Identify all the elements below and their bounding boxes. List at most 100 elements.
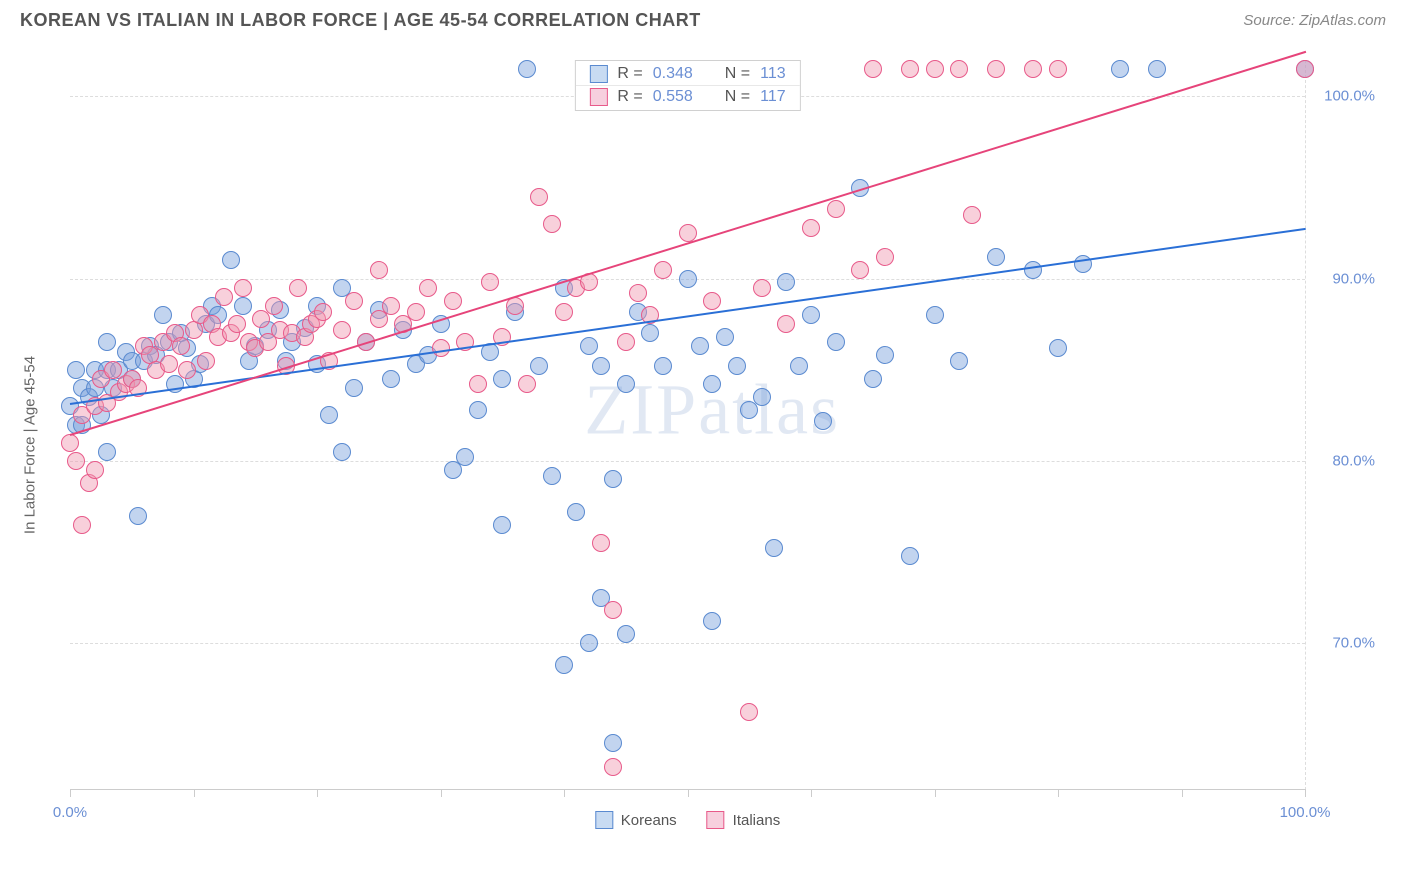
x-tick-label: 100.0% bbox=[1280, 804, 1331, 821]
data-point bbox=[518, 60, 536, 78]
x-tick bbox=[935, 789, 936, 797]
n-label: N = bbox=[725, 65, 750, 83]
gridline bbox=[70, 461, 1305, 462]
y-axis-label: In Labor Force | Age 45-54 bbox=[22, 356, 39, 534]
chart-title: KOREAN VS ITALIAN IN LABOR FORCE | AGE 4… bbox=[20, 10, 701, 31]
data-point bbox=[178, 361, 196, 379]
data-point bbox=[314, 303, 332, 321]
legend-swatch bbox=[595, 811, 613, 829]
r-value: 0.348 bbox=[653, 65, 693, 83]
data-point bbox=[765, 539, 783, 557]
data-point bbox=[777, 273, 795, 291]
data-point bbox=[493, 516, 511, 534]
r-label: R = bbox=[617, 65, 642, 83]
data-point bbox=[814, 412, 832, 430]
data-point bbox=[567, 503, 585, 521]
data-point bbox=[580, 337, 598, 355]
data-point bbox=[802, 219, 820, 237]
plot-area: ZIPatlas R =0.348N =113R =0.558N =117 Ko… bbox=[70, 60, 1306, 790]
data-point bbox=[73, 516, 91, 534]
r-label: R = bbox=[617, 88, 642, 106]
y-tick-label: 100.0% bbox=[1324, 88, 1375, 105]
x-tick bbox=[1058, 789, 1059, 797]
data-point bbox=[419, 279, 437, 297]
data-point bbox=[703, 612, 721, 630]
data-point bbox=[629, 284, 647, 302]
data-point bbox=[518, 375, 536, 393]
data-point bbox=[333, 443, 351, 461]
gridline bbox=[70, 643, 1305, 644]
legend-series-label: Italians bbox=[733, 812, 781, 829]
x-tick bbox=[811, 789, 812, 797]
x-tick bbox=[317, 789, 318, 797]
legend-stats: R =0.348N =113R =0.558N =117 bbox=[574, 60, 800, 111]
data-point bbox=[604, 470, 622, 488]
data-point bbox=[827, 333, 845, 351]
data-point bbox=[617, 333, 635, 351]
data-point bbox=[1024, 60, 1042, 78]
data-point bbox=[1296, 60, 1314, 78]
data-point bbox=[265, 297, 283, 315]
legend-stats-row: R =0.348N =113 bbox=[575, 63, 799, 86]
data-point bbox=[851, 261, 869, 279]
data-point bbox=[926, 60, 944, 78]
legend-series-label: Koreans bbox=[621, 812, 677, 829]
data-point bbox=[320, 406, 338, 424]
data-point bbox=[987, 248, 1005, 266]
legend-stats-row: R =0.558N =117 bbox=[575, 86, 799, 108]
data-point bbox=[740, 703, 758, 721]
legend-swatch bbox=[589, 65, 607, 83]
data-point bbox=[1049, 60, 1067, 78]
data-point bbox=[876, 346, 894, 364]
data-point bbox=[530, 188, 548, 206]
data-point bbox=[1024, 261, 1042, 279]
data-point bbox=[604, 734, 622, 752]
data-point bbox=[98, 443, 116, 461]
data-point bbox=[345, 292, 363, 310]
data-point bbox=[987, 60, 1005, 78]
data-point bbox=[432, 339, 450, 357]
data-point bbox=[592, 357, 610, 375]
data-point bbox=[950, 60, 968, 78]
data-point bbox=[654, 357, 672, 375]
data-point bbox=[67, 361, 85, 379]
data-point bbox=[901, 60, 919, 78]
data-point bbox=[289, 279, 307, 297]
data-point bbox=[827, 200, 845, 218]
data-point bbox=[228, 315, 246, 333]
data-point bbox=[469, 375, 487, 393]
x-tick bbox=[688, 789, 689, 797]
n-label: N = bbox=[725, 88, 750, 106]
data-point bbox=[98, 333, 116, 351]
data-point bbox=[382, 370, 400, 388]
x-tick bbox=[70, 789, 71, 797]
data-point bbox=[950, 352, 968, 370]
data-point bbox=[703, 375, 721, 393]
legend-swatch bbox=[589, 88, 607, 106]
data-point bbox=[728, 357, 746, 375]
data-point bbox=[1049, 339, 1067, 357]
data-point bbox=[617, 625, 635, 643]
chart-area: In Labor Force | Age 45-54 ZIPatlas R =0… bbox=[50, 50, 1386, 840]
data-point bbox=[790, 357, 808, 375]
data-point bbox=[543, 467, 561, 485]
data-point bbox=[197, 352, 215, 370]
data-point bbox=[876, 248, 894, 266]
legend-swatch bbox=[707, 811, 725, 829]
x-tick bbox=[194, 789, 195, 797]
data-point bbox=[172, 337, 190, 355]
x-tick bbox=[564, 789, 565, 797]
data-point bbox=[154, 306, 172, 324]
data-point bbox=[604, 758, 622, 776]
data-point bbox=[1148, 60, 1166, 78]
data-point bbox=[160, 355, 178, 373]
data-point bbox=[530, 357, 548, 375]
data-point bbox=[129, 507, 147, 525]
data-point bbox=[641, 324, 659, 342]
data-point bbox=[444, 292, 462, 310]
data-point bbox=[370, 261, 388, 279]
data-point bbox=[654, 261, 672, 279]
data-point bbox=[777, 315, 795, 333]
data-point bbox=[703, 292, 721, 310]
data-point bbox=[333, 321, 351, 339]
